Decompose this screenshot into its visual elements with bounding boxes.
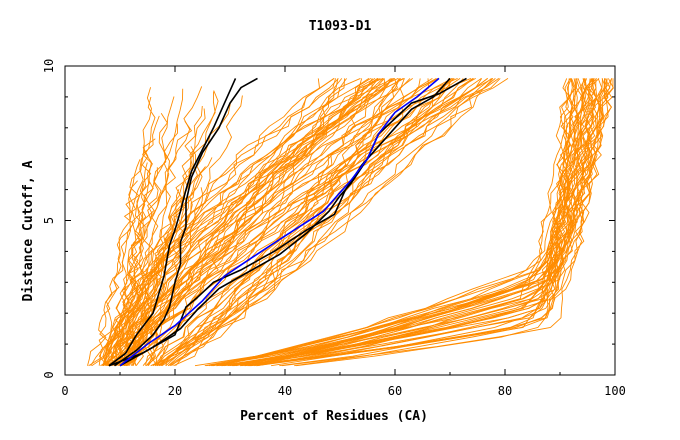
- model-curve: [161, 78, 450, 367]
- model-curve: [212, 78, 591, 367]
- model-curve: [248, 78, 578, 367]
- model-curve: [232, 78, 575, 367]
- model-curve: [294, 78, 597, 367]
- model-curve: [165, 78, 405, 367]
- x-tick-label: 40: [278, 384, 292, 398]
- model-curve: [240, 78, 614, 367]
- model-curve: [224, 78, 595, 367]
- y-tick-label: 10: [42, 59, 56, 73]
- chart-title: T1093-D1: [309, 19, 372, 34]
- model-curve: [227, 78, 584, 367]
- model-curve: [157, 78, 320, 366]
- model-curve: [145, 78, 345, 366]
- y-axis-label: Distance Cutoff, A: [21, 160, 36, 301]
- model-curve: [157, 78, 386, 367]
- model-curve: [219, 78, 606, 367]
- model-curve: [146, 78, 482, 367]
- model-curve: [211, 78, 573, 367]
- model-curve: [159, 78, 401, 367]
- model-curve: [212, 78, 598, 367]
- model-curve: [126, 78, 474, 367]
- model-curve: [132, 78, 373, 366]
- model-curve: [165, 78, 339, 366]
- reference-curve-4: [119, 77, 467, 367]
- model-curve: [116, 77, 384, 366]
- reference-curve-1: [108, 78, 237, 367]
- model-curve: [115, 78, 381, 366]
- model-curve: [167, 78, 373, 367]
- x-axis-label: Percent of Residues (CA): [240, 409, 428, 424]
- x-tick-label: 60: [388, 384, 402, 398]
- model-curve: [158, 78, 453, 367]
- model-curve: [282, 78, 598, 367]
- model-curve: [235, 78, 606, 367]
- model-curve: [167, 78, 492, 367]
- reference-curve-2: [114, 77, 258, 367]
- x-tick-label: 20: [168, 384, 182, 398]
- model-curve: [233, 78, 598, 367]
- curves: [87, 77, 614, 367]
- model-curve: [120, 77, 405, 367]
- x-tick-label: 0: [61, 384, 68, 398]
- x-tick-label: 100: [604, 384, 626, 398]
- model-curve: [124, 88, 184, 366]
- model-curve: [156, 78, 421, 366]
- model-curve: [110, 78, 339, 366]
- highlight-curve: [119, 77, 440, 367]
- model-curve: [90, 144, 145, 366]
- y-tick-label: 0: [42, 371, 56, 378]
- model-curve: [131, 78, 385, 366]
- reference-curve-3: [108, 77, 451, 367]
- model-curve: [129, 78, 395, 366]
- y-tick-label: 5: [42, 217, 56, 224]
- ticks: 0 20 40 60 80 100 0 5 10: [42, 59, 626, 398]
- model-curve: [105, 78, 379, 366]
- model-curve: [100, 77, 472, 367]
- model-curve: [113, 123, 179, 366]
- model-curve: [132, 78, 433, 366]
- model-curve: [221, 78, 584, 367]
- model-curve: [123, 78, 461, 366]
- model-curve: [113, 78, 347, 366]
- model-curve: [152, 78, 363, 367]
- model-curve: [98, 77, 458, 366]
- model-curve: [150, 78, 439, 366]
- model-curve: [127, 146, 196, 366]
- model-curve: [152, 78, 400, 367]
- model-curve: [160, 78, 430, 366]
- model-curve: [150, 78, 494, 367]
- model-curve: [194, 78, 614, 367]
- model-curve: [123, 78, 379, 366]
- model-curve: [148, 78, 391, 366]
- x-tick-label: 80: [498, 384, 512, 398]
- model-curve: [108, 78, 335, 366]
